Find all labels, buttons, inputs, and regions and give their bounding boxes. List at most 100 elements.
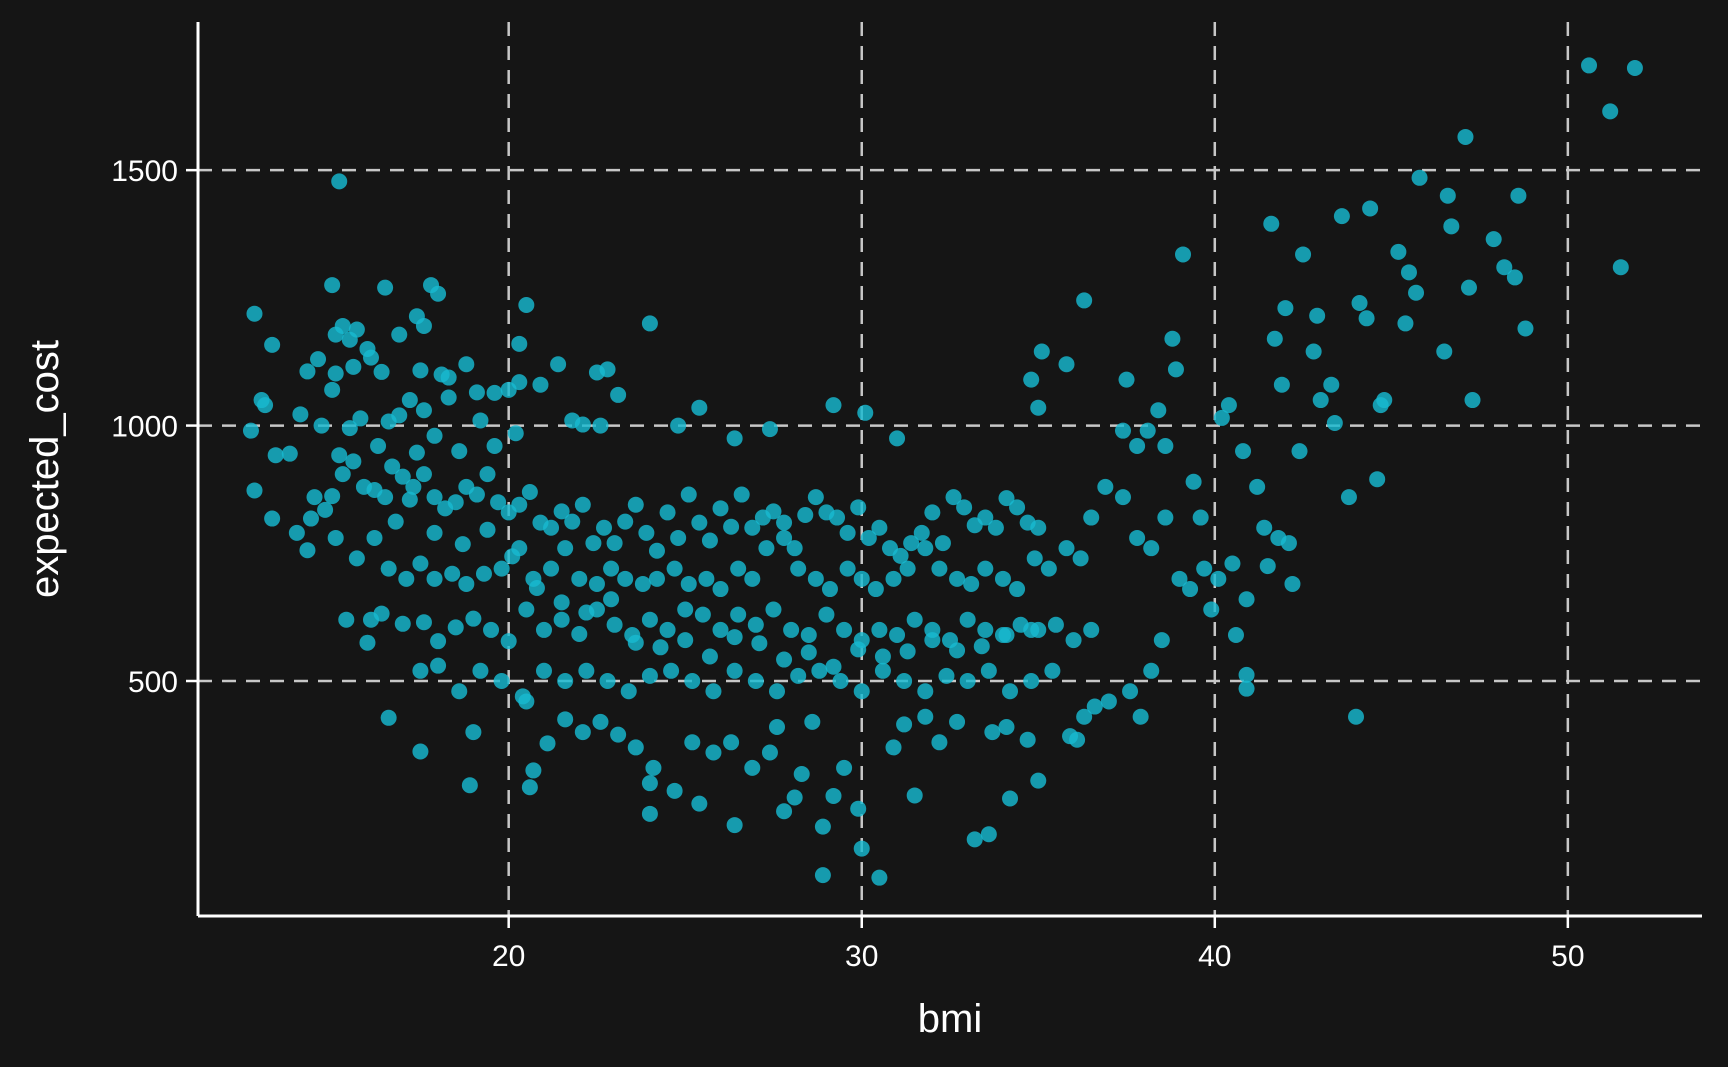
data-point [825, 658, 842, 675]
data-point [426, 489, 443, 506]
data-point [899, 643, 916, 660]
data-point [334, 466, 351, 483]
data-point [1333, 208, 1350, 225]
data-point [670, 529, 687, 546]
data-point [1436, 343, 1453, 360]
data-point [648, 570, 665, 587]
data-point [1464, 392, 1481, 409]
data-point [670, 417, 687, 434]
data-point [1167, 361, 1184, 378]
data-point [490, 494, 507, 511]
data-point [1411, 169, 1428, 186]
data-point [1295, 246, 1312, 263]
data-point [1143, 540, 1160, 557]
data-point [747, 616, 764, 633]
data-point [377, 489, 394, 506]
data-point [1083, 509, 1100, 526]
data-point [430, 285, 447, 302]
data-point [603, 591, 620, 608]
data-point [1026, 550, 1043, 567]
data-point [324, 277, 341, 294]
data-point [574, 724, 591, 741]
data-point [627, 739, 644, 756]
data-point [1305, 343, 1322, 360]
data-point [610, 726, 627, 743]
data-point [310, 351, 327, 368]
data-point [479, 521, 496, 538]
data-point [246, 305, 263, 322]
data-point [472, 662, 489, 679]
data-point [984, 724, 1001, 741]
data-point [726, 629, 743, 646]
data-point [818, 606, 835, 623]
data-point [684, 673, 701, 690]
data-point [1485, 231, 1502, 248]
data-point [1277, 300, 1294, 317]
data-point [839, 560, 856, 577]
data-point [1312, 392, 1329, 409]
data-point [292, 406, 309, 423]
data-point [596, 519, 613, 536]
data-point [1023, 621, 1040, 638]
data-point [592, 713, 609, 730]
data-point [518, 601, 535, 618]
data-point [345, 358, 362, 375]
data-point [1249, 478, 1266, 495]
data-point [394, 615, 411, 632]
data-point [1185, 473, 1202, 490]
data-point [475, 565, 492, 582]
data-point [479, 466, 496, 483]
data-point [836, 759, 853, 776]
data-point [786, 540, 803, 557]
data-point [825, 397, 842, 414]
data-point [535, 662, 552, 679]
data-point [1612, 259, 1629, 276]
data-point [362, 349, 379, 366]
data-point [1100, 693, 1117, 710]
data-point [705, 683, 722, 700]
data-point [454, 536, 471, 553]
data-point [712, 581, 729, 598]
data-point [747, 673, 764, 690]
data-point [458, 575, 475, 592]
data-point [963, 575, 980, 592]
data-point [889, 627, 906, 644]
data-point [1273, 376, 1290, 393]
data-point [744, 570, 761, 587]
data-point [977, 560, 994, 577]
data-point [348, 550, 365, 567]
data-point [338, 611, 355, 628]
data-point [1157, 438, 1174, 455]
data-point [1083, 621, 1100, 638]
data-point [769, 683, 786, 700]
data-point [373, 605, 390, 622]
data-point [1362, 200, 1379, 217]
data-point [574, 496, 591, 513]
data-point [412, 362, 429, 379]
data-point [603, 560, 620, 577]
data-point [1114, 489, 1131, 506]
data-point [1164, 330, 1181, 347]
data-point [465, 724, 482, 741]
data-point [483, 621, 500, 638]
data-point [507, 425, 524, 442]
data-point [1009, 499, 1026, 516]
data-point [1213, 409, 1230, 426]
data-point [412, 555, 429, 572]
data-point [652, 639, 669, 656]
data-point [511, 496, 528, 513]
data-point [776, 651, 793, 668]
data-point [366, 529, 383, 546]
data-point [1270, 529, 1287, 546]
data-point [246, 482, 263, 499]
data-point [1139, 422, 1156, 439]
data-point [648, 542, 665, 559]
data-point [867, 581, 884, 598]
data-point [956, 499, 973, 516]
x-axis-title: bmi [918, 997, 982, 1041]
data-point [345, 453, 362, 470]
data-point [857, 404, 874, 421]
data-point [924, 504, 941, 521]
data-point [553, 611, 570, 628]
